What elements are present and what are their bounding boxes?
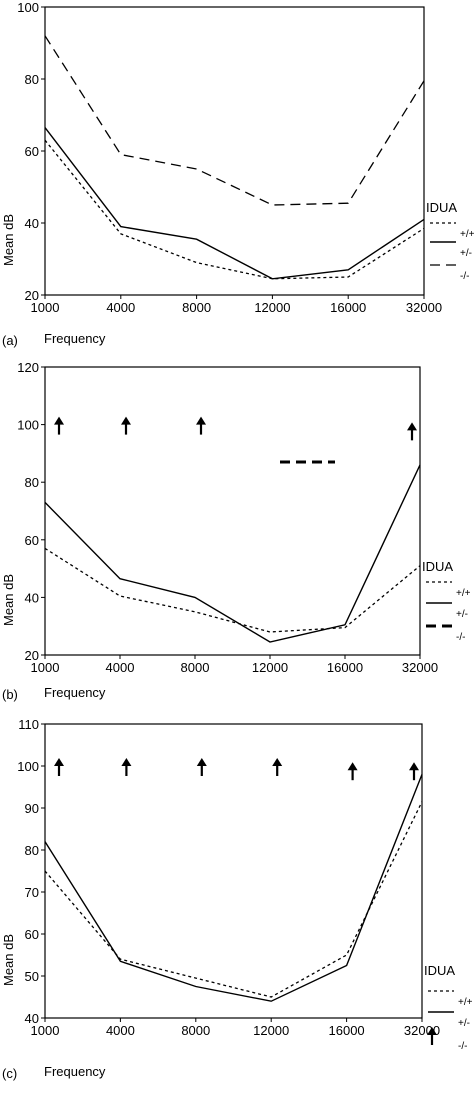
x-tick-label: 32000 bbox=[404, 1023, 440, 1038]
x-tick-label: 16000 bbox=[327, 660, 363, 675]
series-line-2 bbox=[44, 774, 423, 1002]
x-tick-label: 12000 bbox=[253, 1023, 289, 1038]
arrow-marker-3 bbox=[196, 416, 206, 435]
arrow-marker-1 bbox=[54, 758, 64, 776]
plot-frame bbox=[44, 6, 425, 296]
x-tick-label: 4000 bbox=[106, 660, 135, 675]
series-line-1 bbox=[44, 801, 423, 998]
x-tick-label: 32000 bbox=[402, 660, 438, 675]
panel-label: (c) bbox=[2, 1066, 17, 1081]
x-tick-label: 1000 bbox=[31, 1023, 60, 1038]
x-tick-label: 1000 bbox=[31, 660, 60, 675]
series-line-2 bbox=[44, 127, 425, 280]
chart-panel-2: 20 40 60 80 100 120 1000 4000 8000 12000 16000 3200… bbox=[1, 360, 471, 702]
legend-arrow bbox=[427, 1027, 437, 1045]
x-tick-label: 4000 bbox=[106, 1023, 135, 1038]
legend-label-2: +/- bbox=[458, 1018, 470, 1029]
legend-label-1: +/+ bbox=[456, 588, 471, 599]
arrow-marker-4 bbox=[272, 758, 283, 776]
y-tick-label: 80 bbox=[25, 72, 39, 87]
y-tick-label: 120 bbox=[17, 360, 39, 375]
y-tick-label: 20 bbox=[25, 288, 39, 303]
panel-label: (b) bbox=[2, 687, 18, 702]
y-axis-label: Mean dB bbox=[1, 214, 16, 266]
series-line-1 bbox=[44, 139, 425, 280]
series-line-2 bbox=[44, 464, 421, 643]
y-tick-label: 60 bbox=[25, 144, 39, 159]
x-axis-label: Frequency bbox=[44, 331, 106, 346]
y-tick-label: 80 bbox=[25, 475, 39, 490]
legend-label-1: +/+ bbox=[460, 229, 474, 240]
y-tick-label: 70 bbox=[25, 885, 39, 900]
y-tick-label: 80 bbox=[25, 843, 39, 858]
x-tick-label: 8000 bbox=[181, 1023, 210, 1038]
legend-title: IDUA bbox=[426, 200, 457, 215]
y-tick-label: 40 bbox=[25, 1011, 39, 1026]
arrow-marker-2 bbox=[121, 416, 131, 435]
y-tick-label: 50 bbox=[25, 969, 39, 984]
x-tick-label: 8000 bbox=[181, 660, 210, 675]
x-tick-label: 8000 bbox=[182, 300, 211, 315]
x-axis-label: Frequency bbox=[44, 1064, 106, 1079]
legend-label-3: -/- bbox=[458, 1041, 467, 1052]
legend-title: IDUA bbox=[424, 963, 455, 978]
legend-label-3: -/- bbox=[460, 271, 469, 282]
y-tick-label: 90 bbox=[25, 801, 39, 816]
y-tick-label: 40 bbox=[25, 590, 39, 605]
x-tick-label: 16000 bbox=[329, 1023, 365, 1038]
panel-label: (a) bbox=[2, 333, 18, 348]
y-tick-label: 100 bbox=[17, 0, 39, 15]
y-tick-label: 110 bbox=[18, 717, 39, 732]
y-tick-label: 40 bbox=[25, 216, 39, 231]
arrow-marker-6 bbox=[409, 762, 419, 781]
y-tick-label: 60 bbox=[25, 533, 39, 548]
arrow-marker-1 bbox=[54, 416, 64, 435]
plot-frame bbox=[44, 723, 423, 1019]
x-tick-label: 32000 bbox=[406, 300, 442, 315]
arrow-marker-4 bbox=[407, 422, 417, 441]
legend-label-1: +/+ bbox=[458, 997, 473, 1008]
x-tick-label: 12000 bbox=[254, 300, 290, 315]
series-line-1 bbox=[44, 547, 421, 633]
arrow-marker-5 bbox=[347, 762, 358, 781]
y-axis-label: Mean dB bbox=[1, 574, 16, 626]
y-tick-label: 100 bbox=[17, 418, 39, 433]
y-axis-label: Mean dB bbox=[1, 934, 16, 986]
x-tick-label: 16000 bbox=[330, 300, 366, 315]
legend-label-2: +/- bbox=[460, 248, 472, 259]
x-tick-label: 12000 bbox=[252, 660, 288, 675]
legend-title: IDUA bbox=[422, 559, 453, 574]
arrow-marker-2 bbox=[121, 758, 132, 776]
x-tick-label: 1000 bbox=[31, 300, 60, 315]
chart-panel-1: 20 40 60 80 100 1000 4000 8000 12000 16000 32000 Me… bbox=[1, 0, 474, 348]
x-axis-label: Frequency bbox=[44, 685, 106, 700]
y-tick-label: 20 bbox=[25, 648, 39, 663]
arrow-marker-3 bbox=[196, 758, 207, 776]
y-tick-label: 100 bbox=[17, 759, 39, 774]
y-tick-label: 60 bbox=[25, 927, 39, 942]
series-line-3 bbox=[44, 35, 425, 206]
plot-frame bbox=[44, 366, 421, 656]
chart-panel-3: 40 50 60 70 80 90 100 110 1000 4000 8000 12000 16000… bbox=[1, 717, 473, 1081]
legend-label-3: -/- bbox=[456, 632, 465, 643]
legend-label-2: +/- bbox=[456, 609, 468, 620]
x-tick-label: 4000 bbox=[106, 300, 135, 315]
